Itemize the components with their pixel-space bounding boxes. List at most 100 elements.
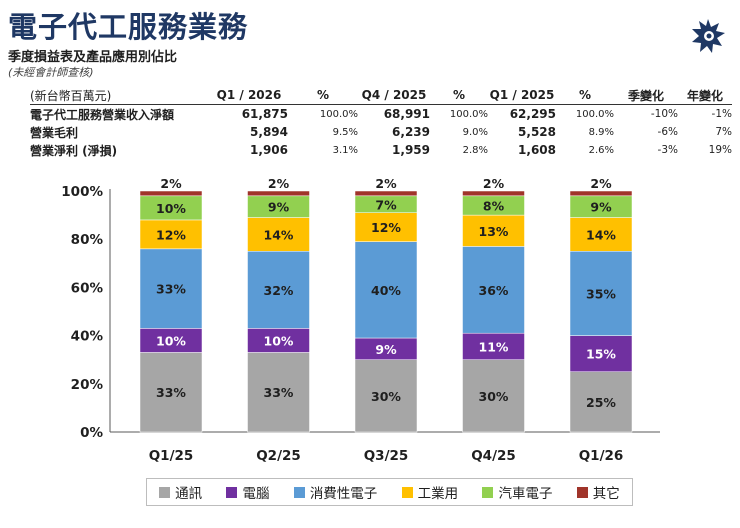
bar-segment xyxy=(139,248,203,329)
table-row: 營業淨利 (淨損) 1,906 3.1% 1,959 2.8% 1,608 2.… xyxy=(30,141,732,159)
legend-label: 電腦 xyxy=(242,486,270,502)
data-label: 33% xyxy=(264,385,294,400)
bar-segment xyxy=(139,352,203,433)
data-label: 10% xyxy=(264,333,294,348)
data-label: 14% xyxy=(264,227,294,242)
bar-segment xyxy=(247,352,310,433)
cell-yoy: 19% xyxy=(708,144,732,156)
data-label: 15% xyxy=(586,347,616,362)
bar-segment xyxy=(247,328,310,353)
data-label: 32% xyxy=(264,283,294,298)
cell-value: 1,959 xyxy=(392,143,430,157)
data-label: 11% xyxy=(479,339,509,354)
data-label: 13% xyxy=(479,224,509,239)
cell-yoy: -1% xyxy=(711,108,732,120)
page-subtitle: 季度損益表及產品應用別佔比 xyxy=(8,50,178,65)
bar-segment xyxy=(354,241,418,339)
cell-value: 1,906 xyxy=(250,143,288,157)
data-label: 2% xyxy=(160,176,182,191)
column-header: % xyxy=(556,86,614,105)
x-tick-label: Q3/25 xyxy=(364,448,409,464)
y-tick-label: 60% xyxy=(71,280,104,296)
bar-segment xyxy=(247,190,310,197)
x-tick-label: Q1/26 xyxy=(579,448,624,464)
row-label: 營業淨利 (淨損) xyxy=(30,143,118,158)
cell-value: 68,991 xyxy=(383,107,430,121)
cell-value: 1,608 xyxy=(518,143,556,157)
x-tick-label: Q2/25 xyxy=(256,448,301,464)
y-tick-label: 100% xyxy=(61,184,103,200)
data-label: 9% xyxy=(375,342,397,357)
data-label: 10% xyxy=(156,333,186,348)
row-label: 營業毛利 xyxy=(30,125,79,140)
bar-segment xyxy=(354,212,418,242)
cell-value: 61,875 xyxy=(241,107,288,121)
legend-item: 電腦 xyxy=(226,482,269,502)
cell-qoq: -6% xyxy=(657,126,678,138)
bar-segment xyxy=(139,219,203,250)
column-header: 季變化 xyxy=(614,86,678,105)
cell-percent: 9.5% xyxy=(332,126,358,138)
unit-label: (新台幣百萬元) xyxy=(30,86,210,105)
data-label: 30% xyxy=(371,389,401,404)
cell-yoy: 7% xyxy=(715,126,732,138)
data-label: 12% xyxy=(156,227,186,242)
financial-table: (新台幣百萬元) Q1 / 2026 % Q4 / 2025 % Q1 / 20… xyxy=(30,86,732,159)
bar-segment xyxy=(462,214,525,247)
data-label: 36% xyxy=(479,283,509,298)
data-label: 2% xyxy=(268,176,290,191)
column-header: % xyxy=(288,86,358,105)
data-label: 9% xyxy=(590,200,612,215)
legend-item: 消費性電子 xyxy=(293,482,377,502)
data-label: 10% xyxy=(156,201,186,216)
audit-note: (未經會計師查核) xyxy=(8,66,94,79)
legend-swatch xyxy=(226,486,238,498)
page-title: 電子代工服務業務 xyxy=(8,10,249,44)
stacked-bar-chart: 0% 20% 40% 60% 80% 100% 33% 10% 33% 12% 10% 2% Q1/25… xyxy=(61,176,660,464)
data-label: 7% xyxy=(375,197,397,212)
bar-segment xyxy=(569,217,633,252)
cell-value: 5,894 xyxy=(250,125,288,139)
bar-segment xyxy=(462,359,525,433)
cell-percent: 3.1% xyxy=(332,144,358,156)
bar-segment xyxy=(569,335,633,373)
legend-item: 工業用 xyxy=(401,482,459,502)
column-header: Q4 / 2025 xyxy=(358,86,430,105)
table-header-row: (新台幣百萬元) Q1 / 2026 % Q4 / 2025 % Q1 / 20… xyxy=(30,86,732,105)
column-header: 年變化 xyxy=(678,86,732,105)
cell-percent: 100.0% xyxy=(319,108,358,120)
legend-swatch xyxy=(401,486,413,498)
legend-swatch xyxy=(576,486,588,498)
legend-label: 通訊 xyxy=(175,486,203,502)
y-tick-label: 0% xyxy=(80,425,103,441)
legend-swatch xyxy=(159,486,171,498)
cell-percent: 100.0% xyxy=(575,108,614,120)
cell-value: 6,239 xyxy=(392,125,430,139)
legend-label: 工業用 xyxy=(417,486,459,502)
data-label: 33% xyxy=(156,385,186,400)
column-header: Q1 / 2026 xyxy=(210,86,288,105)
cell-percent: 2.8% xyxy=(462,144,488,156)
y-tick-label: 20% xyxy=(71,377,104,393)
data-label: 2% xyxy=(483,176,505,191)
data-label: 30% xyxy=(479,389,509,404)
bar-segment xyxy=(247,217,310,252)
data-label: 14% xyxy=(586,227,616,242)
cell-qoq: -10% xyxy=(650,108,678,120)
legend-label: 其它 xyxy=(592,486,620,502)
data-label: 12% xyxy=(371,220,401,235)
legend-item: 其它 xyxy=(576,482,620,502)
x-tick-label: Q1/25 xyxy=(149,448,194,464)
cell-value: 62,295 xyxy=(509,107,556,121)
y-tick-label: 40% xyxy=(71,329,104,345)
legend-item: 通訊 xyxy=(159,482,202,502)
cell-percent: 8.9% xyxy=(588,126,614,138)
cell-percent: 100.0% xyxy=(449,108,488,120)
cell-value: 5,528 xyxy=(518,125,556,139)
legend-item: 汽車電子 xyxy=(482,482,552,502)
data-label: 25% xyxy=(586,395,616,410)
bar-segment xyxy=(569,190,633,197)
data-label: 8% xyxy=(483,198,505,213)
data-label: 2% xyxy=(375,176,397,191)
legend-label: 汽車電子 xyxy=(498,486,553,502)
